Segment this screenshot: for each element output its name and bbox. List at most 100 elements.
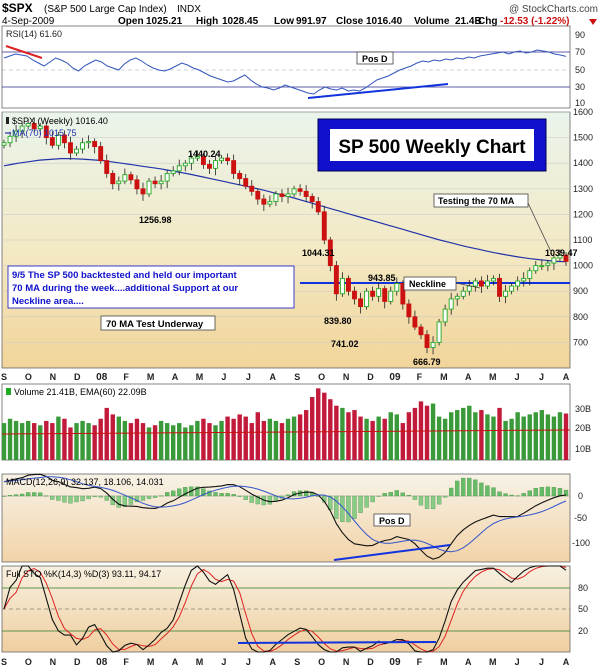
candle-body (563, 254, 569, 262)
candle-body (376, 288, 382, 297)
candle-body (539, 265, 545, 268)
macd-hist-bar (503, 493, 508, 497)
neckline-label-box (403, 276, 457, 291)
candle-body (249, 185, 255, 192)
month-label: A (563, 372, 570, 382)
ma70-line (3, 158, 567, 263)
price-y-axis: 700 800 900 1000 1100 1200 1300 1400 1500 1600 (573, 107, 593, 347)
macd-hist-bar (243, 495, 248, 500)
macd-tick-0: 0 (578, 491, 583, 501)
macd-hist-bar (563, 489, 569, 497)
rsi-legend: RSI(14) 61.60 (6, 29, 62, 39)
macd-hist-bar (412, 495, 418, 500)
candle-body (303, 190, 309, 197)
note-line-3: Neckline area.... (12, 296, 84, 307)
candle-body (37, 125, 43, 130)
macd-hist-bar (92, 495, 97, 497)
macd-hist-bar (370, 495, 375, 503)
month-label: F (417, 372, 423, 382)
sto-k-line (3, 565, 567, 653)
volume-tick-10: 10B (575, 444, 591, 454)
macd-line (3, 473, 567, 560)
legend-candle-swatch (6, 117, 9, 124)
price-legend-label: $SPX (Weekly) 1016.40 (12, 116, 108, 126)
macd-hist-bar (473, 479, 478, 497)
macd-hist-bar (38, 492, 43, 497)
volume-bar (400, 423, 406, 460)
candle-body (273, 193, 279, 203)
macd-signal-line (3, 476, 567, 553)
macd-hist-bar (467, 477, 472, 497)
chg-value: -12.53 (-1.22%) (500, 16, 569, 27)
volume-value: 21.4B (455, 16, 482, 27)
volume-bar (436, 416, 442, 460)
rsi-tick-70: 70 (575, 47, 585, 57)
high-1039-label: 1039.47 (545, 248, 578, 258)
candle-body (430, 341, 436, 348)
macd-hist-bar (400, 492, 405, 497)
volume-tick-20: 20B (575, 423, 591, 433)
note-line-2: 70 MA during the week....additional Supp… (12, 283, 238, 294)
macd-hist-bar (527, 490, 532, 497)
candle-body (80, 142, 86, 150)
volume-bar (225, 416, 230, 460)
candle-body (152, 180, 158, 185)
low-value: 991.97 (296, 16, 327, 27)
volume-bar (249, 423, 254, 460)
index-name-label: (S&P 500 Large Cap Index) (44, 4, 167, 15)
volume-bar (545, 414, 551, 460)
macd-hist-bar (328, 495, 333, 510)
month-label-bottom: D (74, 657, 81, 667)
month-label: M (147, 372, 155, 382)
testing-label: Testing the 70 MA (438, 196, 515, 206)
candle-body (478, 280, 484, 287)
macd-hist-bar (442, 495, 448, 498)
month-label-bottom: M (196, 657, 204, 667)
candle-body (231, 160, 237, 174)
volume-bar (261, 420, 267, 460)
candle-body (237, 172, 243, 180)
month-label-bottom: N (50, 657, 57, 667)
macd-hist-bar (183, 487, 188, 497)
macd-hist-bar (219, 493, 224, 497)
candle-body (7, 135, 13, 144)
sto-tick-80: 80 (578, 583, 588, 593)
volume-bar (122, 420, 128, 460)
macd-hist-bar (237, 495, 242, 497)
volume-bar (183, 427, 188, 460)
macd-pos-d-box (373, 513, 411, 527)
close-label: Close (336, 16, 364, 27)
macd-pos-d-label: Pos D (379, 516, 405, 526)
note-box-frame (7, 265, 295, 309)
macd-hist-bar (364, 495, 369, 508)
volume-bar (539, 410, 545, 460)
volume-bar (340, 407, 345, 460)
volume-bar (352, 410, 357, 460)
low-741-label: 741.02 (331, 339, 359, 349)
macd-histogram (1, 477, 569, 523)
macd-hist-bar (68, 495, 73, 504)
candle-body (370, 290, 376, 297)
month-label: M (196, 372, 204, 382)
macd-hist-bar (358, 495, 363, 513)
volume-label: Volume (414, 16, 450, 27)
candle-body (484, 280, 490, 287)
volume-bar (557, 412, 563, 460)
high-1044-label: 1044.31 (302, 248, 335, 258)
macd-hist-bar (158, 495, 164, 497)
candle-body (25, 123, 31, 127)
candle-body (188, 157, 194, 164)
volume-bar (394, 414, 399, 460)
candle-body (346, 277, 351, 292)
macd-hist-bar (346, 495, 351, 523)
volume-bar (25, 420, 31, 460)
volume-bar (98, 418, 103, 460)
volume-bar (430, 403, 436, 460)
macd-y-axis: 0 -50 -100 (572, 491, 590, 548)
macd-hist-bar (352, 495, 357, 519)
candle-body (225, 157, 231, 162)
volume-bar (128, 423, 134, 460)
volume-y-axis: 30B 20B 10B (575, 404, 591, 454)
candle-body (527, 270, 533, 279)
